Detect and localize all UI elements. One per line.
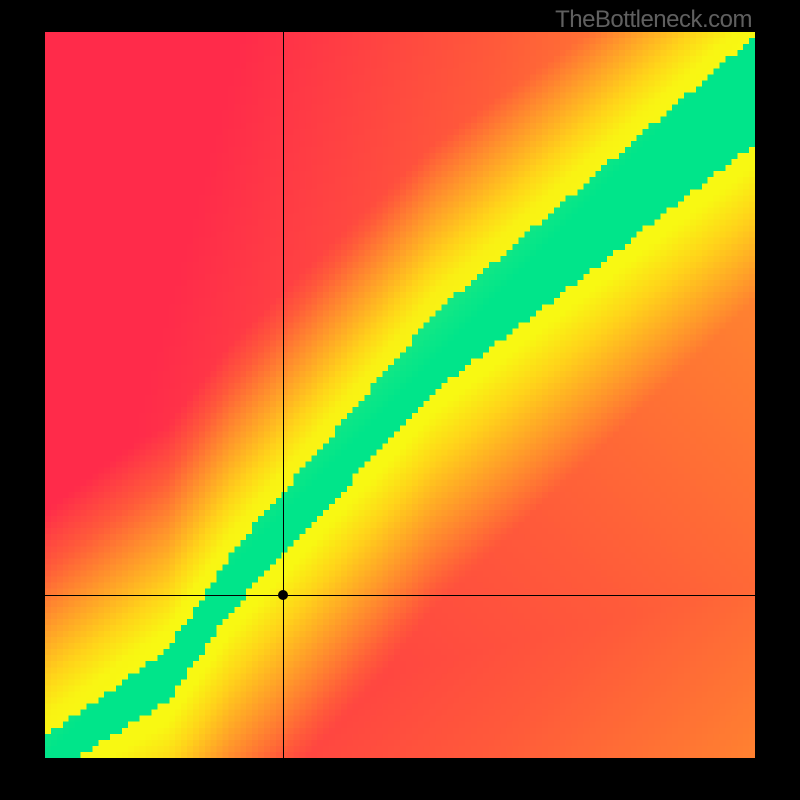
watermark-text: TheBottleneck.com <box>555 6 752 34</box>
bottleneck-heatmap <box>45 32 755 758</box>
crosshair-marker <box>278 590 288 600</box>
chart-container: { "type": "heatmap", "source_label": "Th… <box>0 0 800 800</box>
crosshair-vertical <box>283 32 284 758</box>
crosshair-horizontal <box>45 595 755 596</box>
